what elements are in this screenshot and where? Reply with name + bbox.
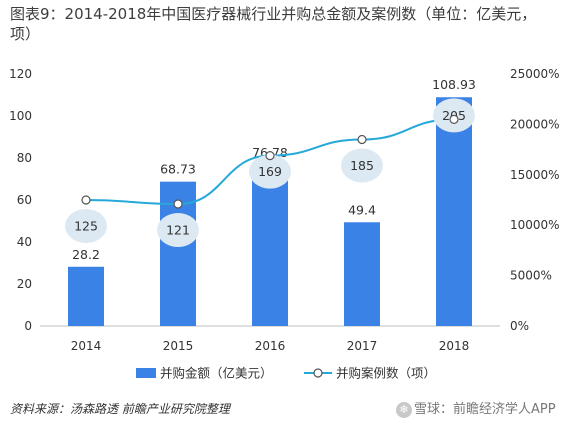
bar-value-label: 68.73 (160, 162, 196, 177)
left-tick-label: 0 (24, 319, 32, 333)
line-point (265, 151, 275, 161)
right-axis: 0% 5000% 10000% 15000% 20000% 25000% (510, 67, 560, 333)
line-point (81, 195, 91, 205)
x-tick-label: 2017 (347, 339, 378, 353)
line-series: 125121169185205 (65, 98, 475, 248)
x-tick-label: 2015 (163, 339, 194, 353)
left-axis: 0 20 40 60 80 100 120 (9, 67, 32, 333)
watermark-brand: 雪球： (414, 402, 454, 417)
bar-series (68, 97, 472, 326)
line-point (173, 199, 183, 209)
legend-bar-label: 并购金额（亿美元） (160, 366, 273, 381)
line-label-bubble (65, 209, 107, 243)
right-tick-label: 15000% (510, 168, 560, 182)
left-tick-label: 60 (17, 193, 32, 207)
line-value-label: 169 (258, 164, 282, 179)
snowball-icon: ❄ (396, 401, 412, 418)
line-value-label: 125 (74, 219, 98, 234)
x-tick-label: 2018 (439, 339, 470, 353)
chart-title: 图表9：2014-2018年中国医疗器械行业并购总金额及案例数（单位：亿美元，项… (10, 5, 537, 43)
left-tick-label: 120 (9, 67, 32, 81)
x-axis: 2014 2015 2016 2017 2018 (71, 339, 470, 353)
bar-value-label: 49.4 (348, 202, 376, 217)
legend-bar-swatch (136, 368, 156, 378)
right-tick-label: 0% (510, 319, 529, 333)
legend: 并购金额（亿美元） 并购案例数（项） (136, 366, 436, 381)
bar (68, 266, 104, 326)
watermark: ❄ 雪球：前瞻经济学人APP (396, 398, 556, 418)
left-tick-label: 40 (17, 235, 32, 249)
left-tick-label: 80 (17, 151, 32, 165)
line-point (357, 134, 367, 145)
line-point (449, 114, 459, 124)
right-tick-label: 25000% (510, 67, 560, 81)
line-value-label: 121 (166, 223, 190, 238)
right-tick-label: 20000% (510, 117, 560, 131)
legend-line-marker (313, 368, 323, 378)
left-tick-label: 100 (9, 109, 32, 123)
line-label-bubble (157, 213, 199, 248)
source-note: 资料来源：汤森路透 前瞻产业研究院整理 (10, 402, 230, 416)
x-tick-label: 2014 (71, 339, 102, 353)
left-tick-label: 20 (17, 277, 32, 291)
line-label-bubble (341, 148, 383, 183)
right-tick-label: 10000% (510, 218, 560, 232)
legend-line-label: 并购案例数（项） (336, 366, 436, 381)
watermark-text: 前瞻经济学人APP (453, 402, 556, 417)
line-label-bubble (249, 154, 291, 189)
line-value-label: 185 (350, 158, 374, 173)
x-tick-label: 2016 (255, 339, 286, 353)
right-tick-label: 5000% (510, 269, 552, 283)
bar-value-label: 28.2 (72, 247, 100, 262)
bar-value-label: 108.93 (432, 77, 476, 92)
bar (252, 164, 288, 326)
bar (436, 97, 472, 326)
bar (344, 222, 380, 326)
